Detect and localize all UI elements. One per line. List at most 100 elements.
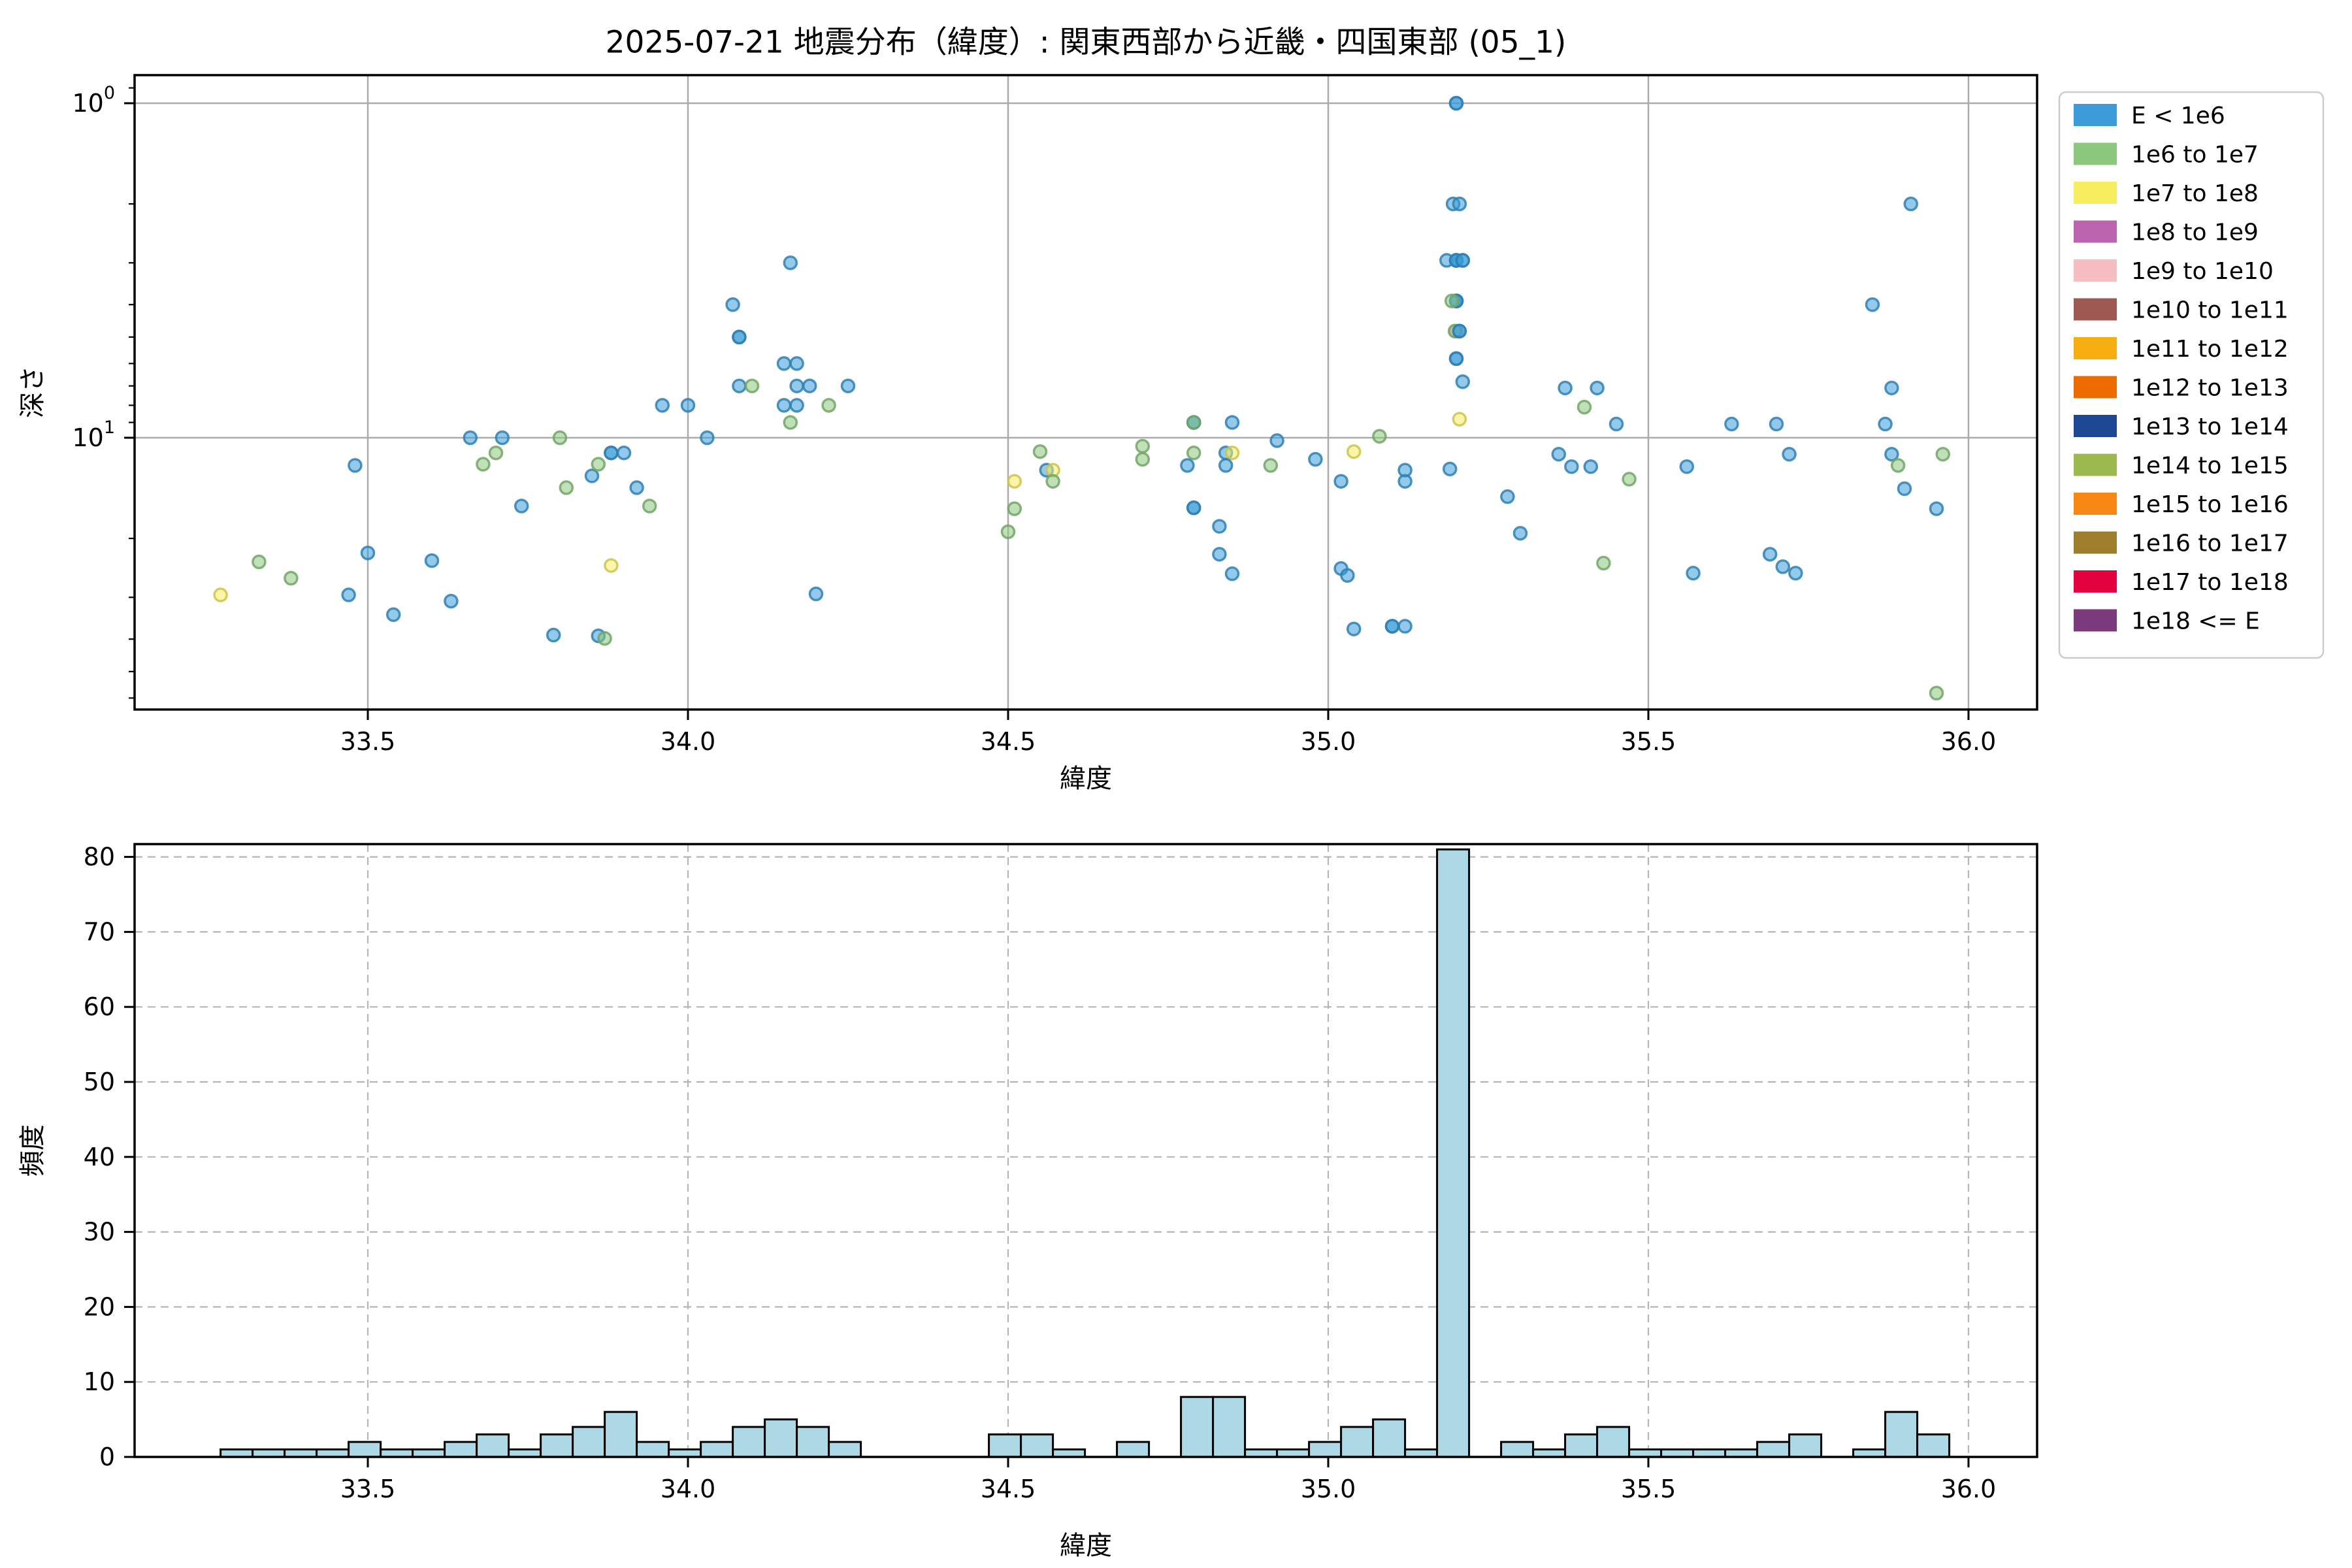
scatter-point	[1686, 566, 1701, 581]
legend-label: 1e11 to 1e12	[2131, 336, 2289, 363]
scatter-point	[1903, 196, 1919, 212]
histogram-bar	[1788, 1433, 1823, 1458]
histogram-bar	[1308, 1441, 1343, 1458]
legend-label: E < 1e6	[2131, 103, 2225, 129]
scatter-point	[1212, 519, 1227, 534]
histogram-bar	[604, 1411, 638, 1458]
histogram-bar	[444, 1441, 478, 1458]
scatter-point	[1448, 95, 1464, 111]
scatter-point	[680, 398, 696, 413]
scatter-point	[789, 378, 804, 393]
scatter-x-tick-label: 36.0	[1941, 727, 1997, 756]
legend-swatch	[2074, 415, 2117, 437]
hist-x-tick-label: 34.0	[661, 1475, 716, 1503]
histogram-bar	[1116, 1441, 1151, 1458]
scatter-point	[341, 587, 356, 602]
scatter-x-tick-label: 33.5	[340, 727, 396, 756]
scatter-point	[1500, 489, 1515, 504]
scatter-point	[1935, 446, 1951, 462]
hist-y-tick-label: 0	[99, 1443, 115, 1471]
scatter-point	[1186, 500, 1201, 515]
scatter-point	[1448, 351, 1464, 367]
scatter-y-axis-label: 深さ	[18, 366, 48, 418]
scatter-point	[552, 430, 568, 446]
histogram-bar	[1916, 1433, 1951, 1458]
scatter-point	[725, 297, 740, 312]
legend-swatch	[2074, 609, 2117, 632]
scatter-point	[1788, 566, 1803, 581]
legend-label: 1e8 to 1e9	[2131, 220, 2259, 246]
scatter-point	[1224, 445, 1240, 461]
scatter-point	[1007, 501, 1022, 516]
scatter-point	[284, 570, 299, 586]
legend-swatch	[2074, 453, 2117, 476]
legend-label: 1e15 to 1e16	[2131, 491, 2289, 518]
scatter-point	[1372, 429, 1387, 444]
legend-swatch	[2074, 104, 2117, 126]
scatter-point	[1897, 481, 1912, 497]
scatter-point	[213, 587, 228, 602]
scatter-point	[1212, 547, 1227, 562]
histogram-bar	[476, 1433, 510, 1458]
scatter-point	[1186, 445, 1201, 461]
scatter-point	[1455, 374, 1471, 389]
scatter-point	[348, 458, 363, 473]
scatter-point	[776, 356, 792, 371]
scatter-point	[463, 430, 478, 446]
scatter-point	[616, 445, 632, 461]
scatter-point	[1564, 459, 1579, 474]
scatter-axes-frame	[133, 74, 2038, 711]
scatter-point	[1622, 472, 1637, 487]
scatter-point	[252, 554, 267, 570]
scatter-point	[1512, 525, 1528, 541]
scatter-point	[1929, 501, 1944, 516]
scatter-point	[424, 553, 440, 568]
scatter-point	[1884, 446, 1899, 462]
hist-y-tick-label: 20	[84, 1292, 115, 1321]
scatter-point	[360, 546, 376, 561]
legend-label: 1e14 to 1e15	[2131, 453, 2289, 480]
histogram-bar	[1436, 848, 1471, 1458]
histogram-bar	[1212, 1396, 1247, 1458]
scatter-x-tick-label: 35.5	[1621, 727, 1676, 756]
scatter-point	[1558, 380, 1573, 396]
scatter-x-tick-label: 34.5	[981, 727, 1036, 756]
hist-x-tick-label: 34.5	[981, 1475, 1036, 1503]
scatter-point	[597, 630, 612, 646]
hist-y-tick-label: 80	[84, 843, 115, 872]
scatter-point	[1775, 559, 1791, 574]
scatter-y-tick-label: 100	[72, 83, 115, 118]
scatter-point	[700, 430, 715, 446]
scatter-point	[1269, 433, 1284, 448]
histogram-bar	[1020, 1433, 1054, 1458]
histogram-bar	[1564, 1433, 1599, 1458]
scatter-x-tick-label: 35.0	[1301, 727, 1356, 756]
hist-y-axis-label: 頻度	[18, 1124, 48, 1177]
legend-label: 1e10 to 1e11	[2131, 297, 2289, 324]
scatter-point	[802, 378, 817, 393]
legend-swatch	[2074, 298, 2117, 321]
scatter-point	[604, 558, 619, 573]
scatter-point	[1397, 474, 1413, 489]
scatter-point	[1346, 444, 1362, 459]
scatter-y-tick-label: 101	[72, 417, 115, 452]
scatter-point	[546, 627, 561, 643]
hist-x-tick-label: 36.0	[1941, 1475, 1997, 1503]
legend-label: 1e18 <= E	[2131, 608, 2260, 635]
scatter-point	[1576, 399, 1592, 415]
scatter-point	[1224, 566, 1240, 581]
scatter-point	[1884, 380, 1899, 396]
scatter-point	[559, 480, 574, 495]
scatter-point	[1135, 438, 1151, 454]
scatter-point	[629, 480, 644, 495]
scatter-point	[789, 356, 804, 371]
histogram-bar	[1500, 1441, 1535, 1458]
scatter-point	[584, 468, 600, 483]
scatter-point	[783, 415, 798, 430]
scatter-point	[1180, 458, 1195, 473]
scatter-point	[789, 398, 804, 413]
hist-x-tick-label: 35.5	[1621, 1475, 1676, 1503]
legend-swatch	[2074, 220, 2117, 243]
legend-label: 1e6 to 1e7	[2131, 142, 2259, 169]
